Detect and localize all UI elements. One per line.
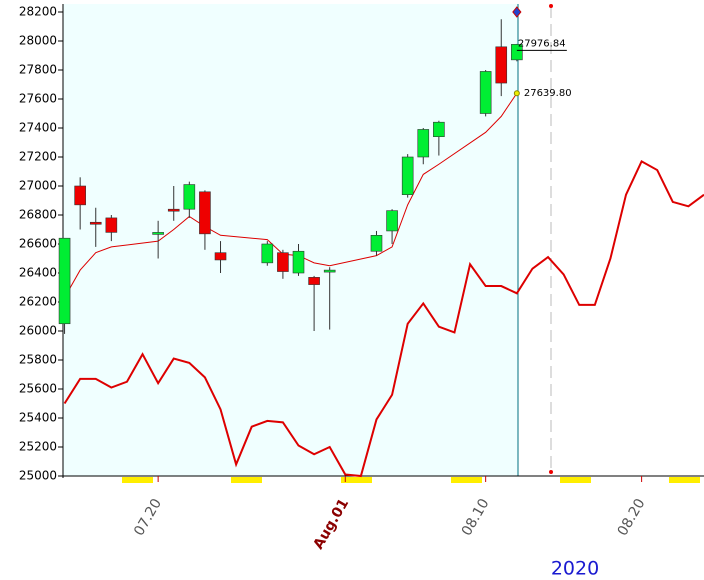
x-tick-label: 08.20 (615, 496, 649, 539)
weekend-markers (122, 477, 700, 483)
ma-marker (513, 90, 520, 97)
y-tick-label: 25400 (19, 411, 57, 425)
annotation: 27976.84 (518, 38, 566, 49)
x-tick-label: Aug.01 (311, 496, 353, 552)
moving-average (64, 92, 518, 298)
y-tick-label: 27200 (19, 150, 57, 164)
year-label: 2020 (551, 558, 599, 580)
candle-body (495, 46, 508, 84)
y-tick-label: 25800 (19, 353, 57, 367)
y-tick-label: 27000 (19, 179, 57, 193)
line (63, 159, 704, 478)
candle-body (370, 235, 383, 252)
y-tick-label: 25600 (19, 382, 57, 396)
candle-body (261, 243, 274, 264)
candle-body (58, 237, 71, 325)
candle-body (89, 221, 102, 225)
y-tick-label: 25000 (19, 469, 57, 483)
candle-body (105, 217, 118, 233)
annotation: 27639.80 (524, 88, 572, 99)
candle-body (277, 252, 289, 272)
x-tick-label: 07.20 (131, 496, 165, 539)
y-tick-label: 26600 (19, 237, 57, 251)
y-tick-label: 28000 (19, 34, 57, 48)
y-tick-label: 28200 (19, 5, 57, 19)
candle-body (183, 184, 196, 210)
y-tick-label: 26200 (19, 295, 57, 309)
y-tick-label: 26000 (19, 324, 57, 338)
candle-body (308, 277, 320, 285)
candle-body (152, 232, 164, 235)
candle-body (511, 44, 523, 61)
y-tick-label: 27800 (19, 63, 57, 77)
x-tick-label: 08.10 (459, 496, 493, 539)
y-tick-label: 26800 (19, 208, 57, 222)
y-tick-label: 26400 (19, 266, 57, 280)
diamond (512, 6, 522, 18)
y-tick-label: 25200 (19, 440, 57, 454)
dot (549, 4, 553, 8)
plot-shade (63, 4, 518, 476)
candle-body (214, 252, 227, 261)
y-tick-label: 27400 (19, 121, 57, 135)
candle-body (479, 71, 492, 114)
candle-body (292, 250, 305, 274)
candle-body (433, 121, 445, 137)
candle-body (323, 269, 336, 273)
dot (549, 470, 553, 474)
candle-body (401, 156, 414, 196)
candle-body (167, 208, 180, 212)
candle-body (417, 129, 430, 158)
candle-body (199, 191, 211, 235)
candle-body (386, 210, 398, 232)
y-tick-label: 27600 (19, 92, 57, 106)
candle-body (74, 185, 86, 206)
